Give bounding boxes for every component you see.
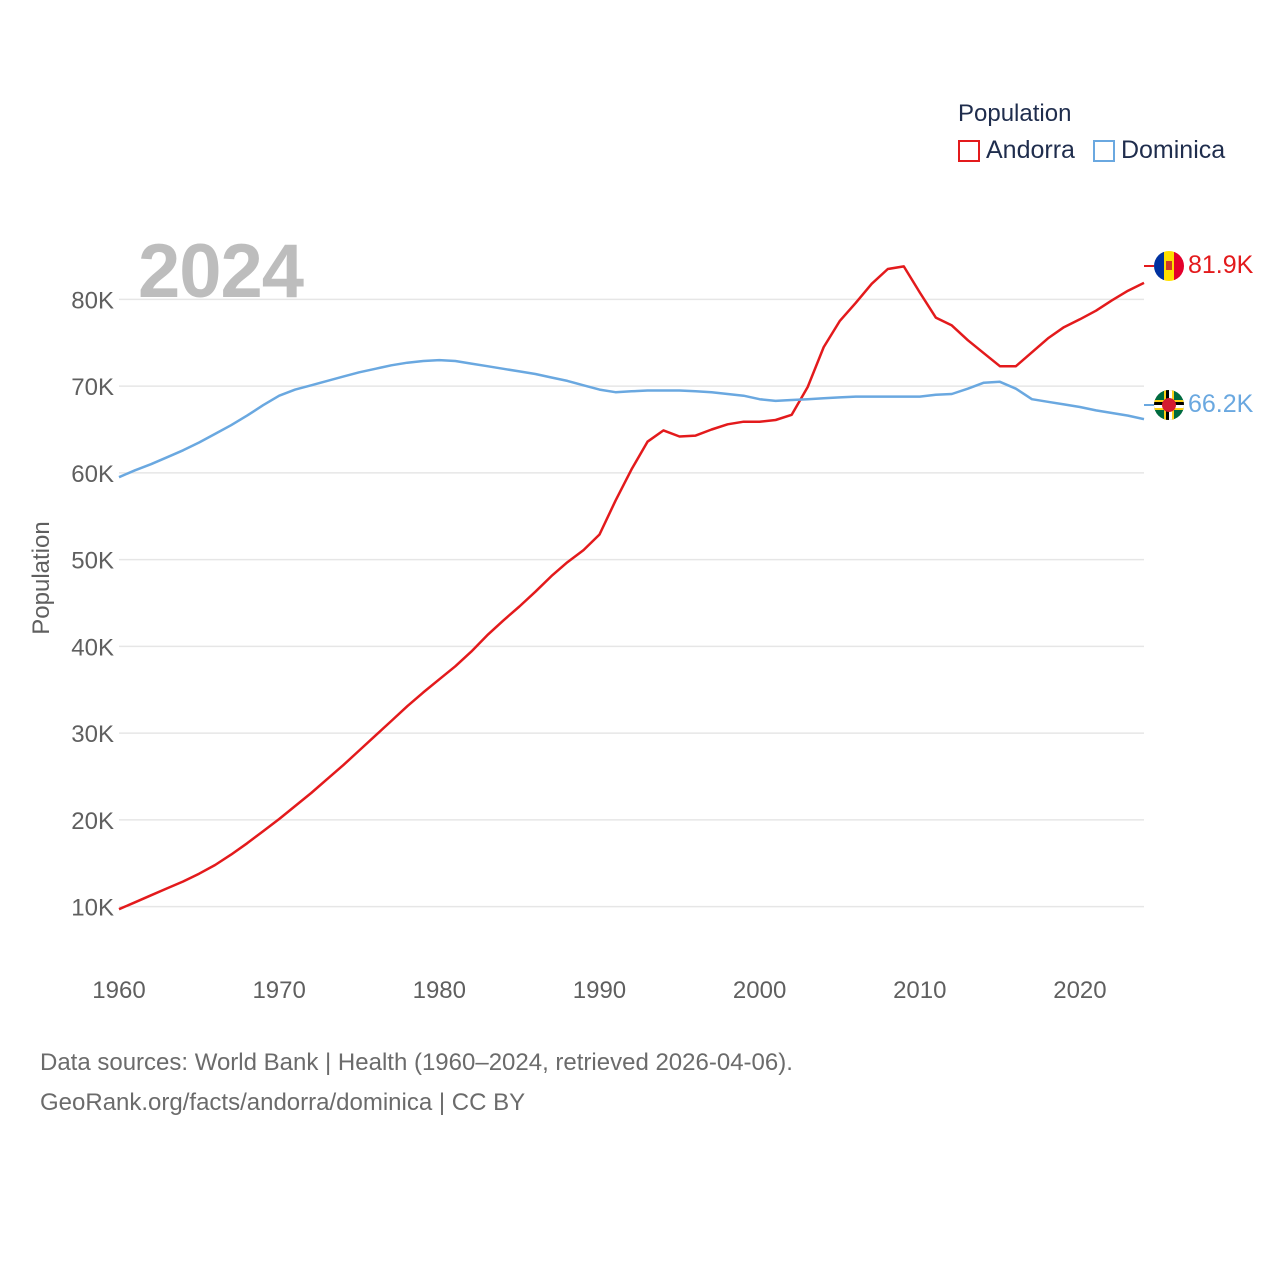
current-year-label: 2024 — [138, 229, 304, 314]
series-line-dominica — [118, 358, 1145, 479]
y-tick-label: 30K — [71, 721, 114, 748]
legend-item-andorra[interactable]: Andorra — [958, 136, 1075, 165]
footer-sources: Data sources: World Bank | Health (1960–… — [40, 1049, 793, 1076]
dominica-end-label: 66.2K — [1188, 390, 1254, 418]
y-tick-label: 10K — [71, 895, 114, 922]
x-tick-label: 1970 — [252, 977, 305, 1004]
legend-label-andorra: Andorra — [986, 136, 1075, 164]
y-tick-label: 60K — [71, 461, 114, 488]
y-axis-title: Population — [28, 521, 55, 635]
andorra-end-label: 81.9K — [1188, 251, 1254, 279]
y-tick-label: 70K — [71, 374, 114, 401]
dominica-flag-icon — [1154, 390, 1184, 420]
legend-swatch-dominica — [1092, 139, 1115, 162]
andorra-flag-icon — [1154, 251, 1184, 281]
legend-label-dominica: Dominica — [1120, 136, 1226, 164]
series-line-andorra — [118, 265, 1145, 911]
y-tick-label: 20K — [71, 808, 114, 835]
legend-item-dominica[interactable]: Dominica — [1092, 136, 1226, 165]
x-tick-label: 2020 — [1053, 977, 1106, 1004]
x-tick-label: 1980 — [413, 977, 466, 1004]
x-tick-label: 1990 — [573, 977, 626, 1004]
x-tick-label: 1960 — [92, 977, 145, 1004]
footer: Data sources: World Bank | Health (1960–… — [40, 1043, 793, 1123]
y-tick-label: 50K — [71, 548, 114, 575]
y-tick-label: 80K — [71, 287, 114, 314]
legend-swatch-andorra — [958, 139, 980, 162]
x-tick-label: 2000 — [733, 977, 786, 1004]
x-tick-label: 2010 — [893, 977, 946, 1004]
legend: Population Andorra Dominica — [958, 100, 1225, 165]
legend-title: Population — [958, 100, 1072, 127]
y-tick-label: 40K — [71, 634, 114, 661]
footer-attribution[interactable]: GeoRank.org/facts/andorra/dominica | CC … — [40, 1089, 526, 1116]
